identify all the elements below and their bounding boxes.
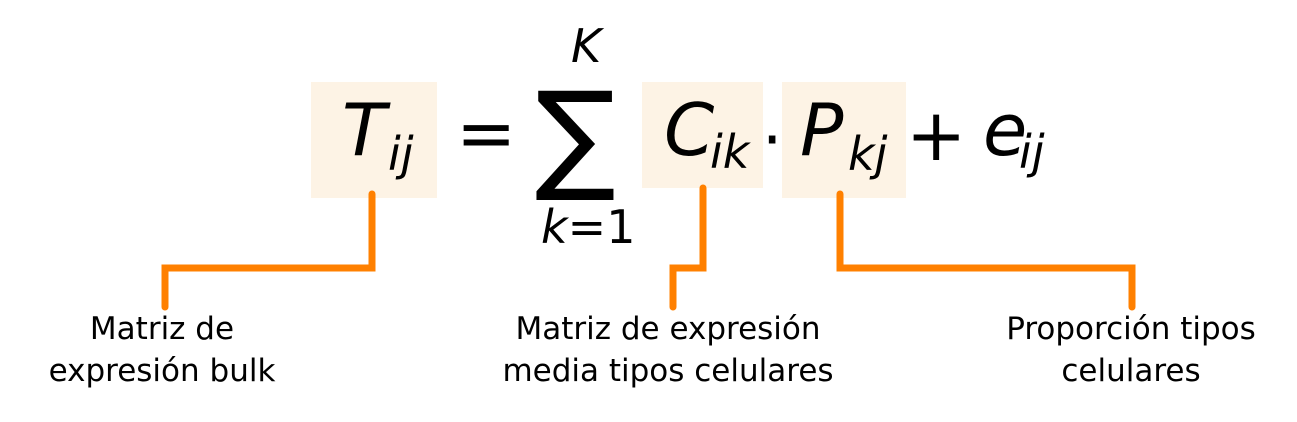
label-prop-line1: Proporción tipos: [1006, 311, 1256, 347]
dot-operator: ·: [762, 104, 782, 178]
t-symbol: T: [342, 88, 391, 172]
highlight-p-box: [782, 82, 906, 198]
e-symbol: e: [983, 88, 1027, 172]
connector-c: [669, 184, 707, 311]
label-mean-line2: media tipos celulares: [502, 353, 833, 389]
sum-upper-limit: K: [571, 19, 605, 73]
sum-lower-num: 1: [606, 200, 635, 254]
c-symbol: C: [664, 88, 715, 172]
sum-lower-limit: k=1: [541, 200, 635, 254]
connector-p: [836, 190, 1136, 311]
c-subscript: ik: [710, 125, 752, 179]
p-subscript: kj: [848, 127, 888, 181]
label-bulk-line2: expresión bulk: [49, 353, 276, 389]
p-symbol: P: [800, 88, 844, 172]
highlight-t-box: [311, 82, 437, 198]
label-bulk-line1: Matriz de: [90, 311, 234, 347]
sum-symbol: ∑: [535, 67, 616, 206]
equals-sign: =: [456, 91, 516, 175]
plus-sign: +: [906, 93, 966, 177]
label-prop-line2: celulares: [1061, 353, 1200, 389]
t-subscript: ij: [388, 127, 414, 181]
label-mean-line1: Matriz de expresión: [515, 311, 820, 347]
sum-lower-var: k: [541, 200, 570, 254]
connector-t: [161, 190, 376, 311]
sum-lower-eq: =: [568, 200, 607, 254]
e-subscript: ij: [1019, 125, 1045, 179]
highlight-c-box: [642, 82, 763, 188]
